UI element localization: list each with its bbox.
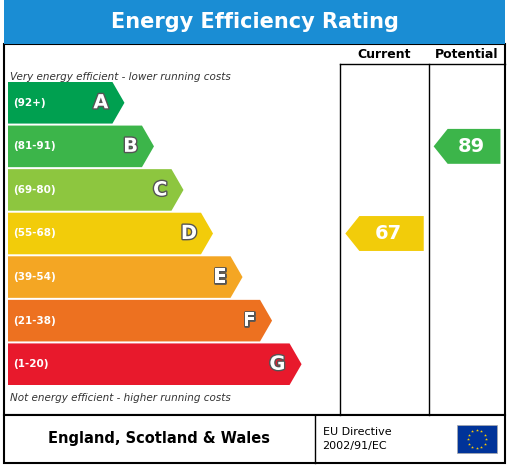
- Text: G: G: [269, 355, 286, 374]
- Polygon shape: [8, 256, 242, 298]
- Text: F: F: [243, 311, 256, 330]
- Text: C: C: [153, 180, 167, 199]
- Polygon shape: [8, 343, 301, 385]
- Text: 67: 67: [375, 224, 402, 243]
- Polygon shape: [8, 82, 124, 124]
- Text: Very energy efficient - lower running costs: Very energy efficient - lower running co…: [10, 72, 231, 82]
- Polygon shape: [434, 129, 500, 164]
- Bar: [4, 0, 505, 44]
- Text: Potential: Potential: [435, 48, 499, 61]
- Text: (39-54): (39-54): [13, 272, 56, 282]
- Text: (55-68): (55-68): [13, 228, 56, 239]
- Text: England, Scotland & Wales: England, Scotland & Wales: [48, 432, 270, 446]
- Text: (92+): (92+): [13, 98, 46, 108]
- Text: D: D: [181, 224, 197, 243]
- Polygon shape: [8, 300, 272, 341]
- Text: E: E: [213, 268, 227, 287]
- Text: (81-91): (81-91): [13, 142, 55, 151]
- Bar: [4, 415, 505, 463]
- Text: Current: Current: [358, 48, 411, 61]
- Text: A: A: [93, 93, 108, 112]
- Text: (69-80): (69-80): [13, 185, 55, 195]
- Polygon shape: [8, 126, 154, 167]
- Text: B: B: [123, 137, 138, 156]
- Text: 89: 89: [458, 137, 485, 156]
- Text: (21-38): (21-38): [13, 316, 56, 325]
- Text: (1-20): (1-20): [13, 359, 48, 369]
- Polygon shape: [345, 216, 423, 251]
- Polygon shape: [8, 212, 213, 255]
- Polygon shape: [8, 169, 183, 211]
- Bar: [4, 44, 505, 415]
- Bar: [457, 425, 497, 453]
- Text: Energy Efficiency Rating: Energy Efficiency Rating: [110, 12, 399, 32]
- Text: Not energy efficient - higher running costs: Not energy efficient - higher running co…: [10, 393, 231, 403]
- Text: EU Directive
2002/91/EC: EU Directive 2002/91/EC: [323, 427, 391, 451]
